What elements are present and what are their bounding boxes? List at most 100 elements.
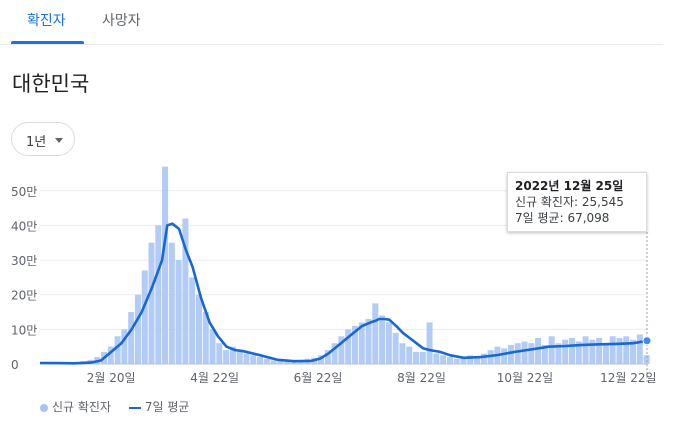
y-tick-label: 20만 [11,289,37,303]
y-tick-label: 0 [11,358,19,372]
bar [514,343,521,364]
x-tick-label: 8월 22일 [397,371,446,385]
bar [216,343,223,364]
tooltip-avg-label: 7일 평균 [515,211,560,225]
bar [643,355,650,364]
legend-label: 7일 평균 [144,400,190,414]
bar [182,218,189,364]
bar [413,351,420,364]
x-tick-label: 12월 22일 [600,371,656,385]
hover-point [642,336,652,346]
bar [426,322,433,364]
region-title: 대한민국 [12,72,90,96]
bar [284,361,291,364]
bar [195,294,202,364]
bar [223,350,230,364]
bar [562,339,569,364]
cases-chart[interactable]: 0 10만 20만 30만 40만 50만 2월 20일 4월 22일 6월 22일 8월 22… [0,160,673,396]
tooltip-date: 2022년 12월 25일 [515,179,624,193]
x-tick-label: 2월 20일 [87,371,136,385]
tooltip-new-cases-value: 25,545 [581,195,624,209]
bar [324,350,331,364]
bar [419,351,426,364]
bar [209,329,216,364]
bar [345,329,352,364]
range-label: 1년 [26,135,47,150]
bar [236,351,243,364]
bar [318,355,325,364]
bar [541,344,548,364]
bar [121,329,128,364]
x-tick-label: 10월 22일 [497,371,553,385]
bar [582,336,589,364]
bar [616,338,623,364]
bar [440,355,447,364]
bar [589,339,596,364]
bar [250,355,257,364]
bar [168,242,175,364]
bar [406,346,413,364]
x-tick-label: 6월 22일 [294,371,343,385]
data-tooltip: 2022년 12월 25일 신규 확진자: 25,545 7일 평균: 67,0… [507,172,647,232]
y-tick-label: 10만 [11,323,37,337]
tab-confirmed[interactable]: 확진자 [27,13,66,29]
bar [392,332,399,364]
bar [467,355,474,364]
bar [453,358,460,364]
bar [446,357,453,364]
bar [535,338,542,364]
bar [521,341,528,364]
bar [134,294,141,364]
seven-day-average-line [39,222,648,365]
bar [474,357,481,364]
x-tick-labels: 2월 20일 4월 22일 6월 22일 8월 22일 10월 22일 12월 22일 [87,371,657,385]
bar [202,312,209,364]
bar [507,344,514,364]
bar [575,341,582,364]
bar [277,361,284,364]
bar [141,270,148,364]
bar-series [40,166,650,364]
active-tab-indicator [11,41,84,44]
dot-icon [40,403,48,412]
y-tick-labels: 0 10만 20만 30만 40만 50만 [11,185,37,372]
bar [155,225,162,364]
bar [609,336,616,364]
bar [602,343,609,364]
bar [270,360,277,364]
bar [379,315,386,364]
bar [114,336,121,364]
bar [229,346,236,364]
bar [243,353,250,364]
bar [548,336,555,364]
tab-deaths[interactable]: 사망자 [102,13,141,29]
legend-item-new-cases: 신규 확진자 [40,398,111,415]
bar [128,312,135,364]
bar [189,277,196,364]
bar [528,343,535,364]
bar [569,338,576,364]
bar [162,166,169,364]
bar [596,338,603,364]
bar [501,348,508,364]
y-tick-label: 40만 [11,219,37,233]
legend-label: 신규 확진자 [52,400,112,414]
tab-bar: 확진자 사망자 [0,0,663,45]
bar [433,353,440,364]
line-icon [128,406,141,409]
x-tick-label: 4월 22일 [190,371,239,385]
bar [351,325,358,364]
range-dropdown[interactable]: 1년 [11,122,75,156]
bar [148,242,155,364]
bar [257,357,264,364]
bar [358,322,365,364]
y-tick-label: 30만 [11,254,37,268]
bar [555,343,562,364]
tooltip-avg-value: 67,098 [567,211,610,225]
bar [480,353,487,364]
tooltip-new-cases-label: 신규 확진자 [515,195,575,209]
bar [107,346,114,364]
bar [175,260,182,364]
bar [636,334,643,364]
bar [630,339,637,364]
